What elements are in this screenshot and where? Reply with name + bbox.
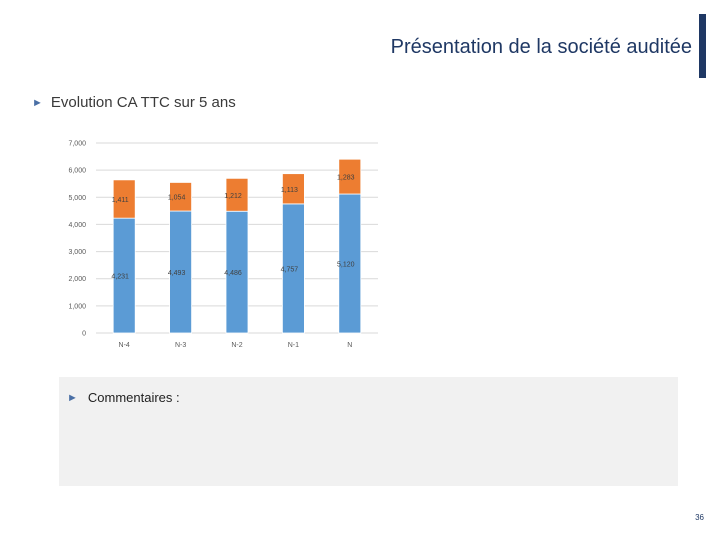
bar-segment [225, 177, 249, 212]
data-label: 1,113 [281, 187, 298, 194]
comments-label: ► Commentaires : [67, 390, 180, 405]
data-label: 4,486 [224, 270, 242, 277]
data-label: 4,493 [168, 270, 186, 277]
y-tick-label: 4,000 [68, 222, 86, 229]
bar-segment [169, 182, 193, 212]
comments-label-text: Commentaires : [87, 390, 180, 405]
y-tick-label: 1,000 [68, 303, 86, 310]
data-label: 4,757 [281, 266, 299, 273]
comments-bullet-icon: ► [67, 391, 78, 404]
page-title: Présentation de la société auditée [390, 36, 692, 58]
x-tick-label: N-2 [231, 342, 242, 349]
data-label: 1,212 [224, 193, 242, 200]
section-heading-text: Evolution CA TTC sur 5 ans [50, 94, 236, 111]
bullet-arrow-icon: ► [32, 96, 43, 109]
x-tick-label: N-3 [175, 342, 186, 349]
comments-box: ► Commentaires : [59, 377, 678, 486]
y-tick-label: 6,000 [68, 168, 86, 175]
bar-segment [112, 179, 136, 219]
y-tick-label: 2,000 [68, 276, 86, 283]
x-tick-label: N [347, 342, 352, 349]
title-accent-bar [699, 14, 706, 78]
bar-segment [338, 158, 362, 195]
x-tick-label: N-1 [288, 342, 299, 349]
y-tick-label: 7,000 [68, 141, 86, 148]
data-label: 1,411 [112, 197, 129, 204]
data-label: 5,120 [337, 262, 355, 269]
y-tick-label: 3,000 [68, 249, 86, 256]
data-label: 1,054 [168, 195, 186, 202]
y-tick-label: 5,000 [68, 195, 86, 202]
y-tick-label: 0 [82, 331, 86, 338]
data-label: 4,231 [111, 274, 129, 281]
data-label: 1,283 [337, 175, 355, 182]
section-heading: ► Evolution CA TTC sur 5 ans [32, 94, 236, 111]
bar-segment [281, 173, 305, 205]
x-tick-label: N-4 [119, 342, 130, 349]
page-number: 36 [695, 513, 704, 522]
